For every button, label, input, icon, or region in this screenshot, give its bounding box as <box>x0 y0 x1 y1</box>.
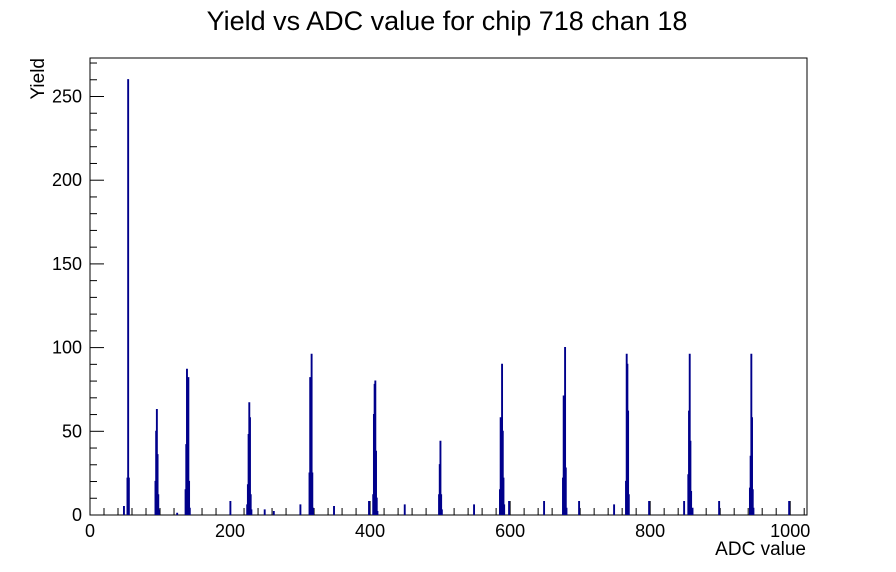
histogram-bin <box>439 440 442 515</box>
histogram-bin <box>123 506 125 515</box>
histogram-bin <box>440 509 443 515</box>
histogram-bin <box>565 507 568 515</box>
histogram-bin <box>310 353 313 515</box>
x-tick-label: 400 <box>355 521 385 541</box>
y-tick-label: 200 <box>52 170 82 190</box>
histogram-bin <box>249 494 252 515</box>
histogram-bin <box>250 509 253 515</box>
histogram-bin <box>376 511 379 515</box>
y-tick-label: 100 <box>52 338 82 358</box>
histogram-bin <box>564 467 567 515</box>
histogram-bin <box>501 430 504 515</box>
histogram-bin <box>473 504 476 515</box>
histogram-bin <box>312 507 314 515</box>
histogram-bin <box>751 417 753 515</box>
histogram-bin <box>688 353 691 515</box>
histogram-bin <box>127 477 130 515</box>
histogram-bin <box>158 509 160 515</box>
histogram-bin <box>543 501 546 515</box>
histogram-bin <box>188 480 191 515</box>
histogram-bin <box>368 501 370 515</box>
histogram-bin <box>502 477 505 515</box>
histogram-bin <box>333 506 335 515</box>
histogram-bin <box>627 494 630 515</box>
chart-title: Yield vs ADC value for chip 718 chan 18 <box>207 6 688 36</box>
histogram-bin <box>627 410 630 515</box>
histogram-bin <box>440 494 443 515</box>
histogram-bin <box>157 494 160 515</box>
x-tick-label: 800 <box>635 521 665 541</box>
histogram-bin <box>648 501 651 515</box>
x-tick-label: 1000 <box>770 521 810 541</box>
x-axis-label: ADC value <box>715 539 806 560</box>
histogram-bin <box>311 472 314 515</box>
histogram-bin <box>788 501 791 515</box>
y-tick-label: 0 <box>72 505 82 525</box>
histogram-bin <box>751 489 754 515</box>
histogram-bin <box>564 347 567 515</box>
histogram-bin <box>508 501 511 515</box>
histogram-bin <box>683 501 686 515</box>
histogram-bin <box>272 511 275 515</box>
histogram-bin <box>176 512 179 515</box>
histogram-bin <box>374 380 377 515</box>
y-axis-label: Yield <box>28 58 49 100</box>
histogram-bin <box>229 501 232 515</box>
histogram-bin <box>691 507 694 515</box>
histogram-bin <box>299 504 302 515</box>
x-tick-label: 600 <box>495 521 525 541</box>
histogram-bin <box>127 79 130 515</box>
histogram-bin <box>578 501 581 515</box>
histogram-bin <box>613 504 616 515</box>
histogram-bin <box>752 507 755 515</box>
y-tick-label: 50 <box>62 421 82 441</box>
histogram-bin <box>375 450 377 515</box>
y-tick-label: 150 <box>52 254 82 274</box>
histogram-bin <box>690 490 693 515</box>
histogram-bin <box>503 504 506 515</box>
histogram-bin <box>263 509 266 515</box>
plot-frame <box>89 57 808 516</box>
histogram-bin <box>403 504 406 515</box>
histogram-bin <box>689 440 692 515</box>
histogram-bars <box>123 79 791 515</box>
histogram-bin <box>309 377 312 515</box>
histogram-bin <box>718 501 721 515</box>
histogram-bin <box>188 507 191 515</box>
histogram-bin <box>375 497 378 515</box>
y-axis: 0 50 100 150 200 250 <box>52 62 104 525</box>
histogram-bin <box>187 377 190 515</box>
x-axis: 0 200 400 600 800 1000 <box>85 501 810 541</box>
x-tick-label: 200 <box>215 521 245 541</box>
y-tick-label: 250 <box>52 87 82 107</box>
histogram-bin <box>249 417 251 515</box>
histogram-bin <box>156 454 159 515</box>
x-tick-label: 0 <box>85 521 95 541</box>
